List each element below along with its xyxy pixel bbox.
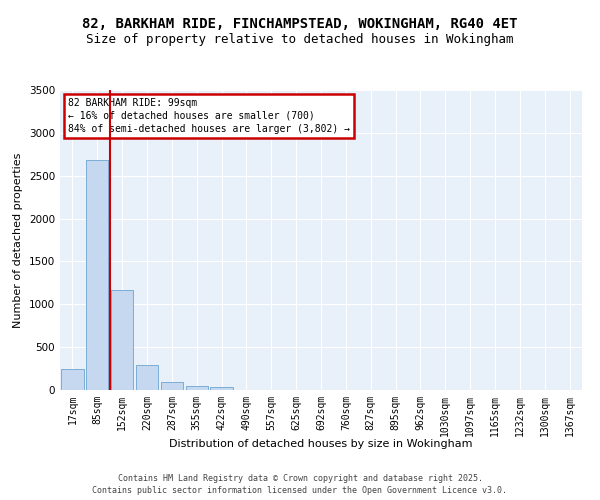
Y-axis label: Number of detached properties: Number of detached properties: [13, 152, 23, 328]
Bar: [111, 290, 133, 390]
Bar: [185, 386, 208, 390]
Text: Contains HM Land Registry data © Crown copyright and database right 2025.
Contai: Contains HM Land Registry data © Crown c…: [92, 474, 508, 495]
Bar: [136, 365, 158, 390]
Text: Size of property relative to detached houses in Wokingham: Size of property relative to detached ho…: [86, 32, 514, 46]
Text: 82, BARKHAM RIDE, FINCHAMPSTEAD, WOKINGHAM, RG40 4ET: 82, BARKHAM RIDE, FINCHAMPSTEAD, WOKINGH…: [82, 18, 518, 32]
Bar: [86, 160, 109, 390]
Text: 82 BARKHAM RIDE: 99sqm
← 16% of detached houses are smaller (700)
84% of semi-de: 82 BARKHAM RIDE: 99sqm ← 16% of detached…: [68, 98, 350, 134]
Bar: [161, 382, 183, 390]
Bar: [61, 368, 83, 390]
Bar: [211, 387, 233, 390]
X-axis label: Distribution of detached houses by size in Wokingham: Distribution of detached houses by size …: [169, 439, 473, 449]
